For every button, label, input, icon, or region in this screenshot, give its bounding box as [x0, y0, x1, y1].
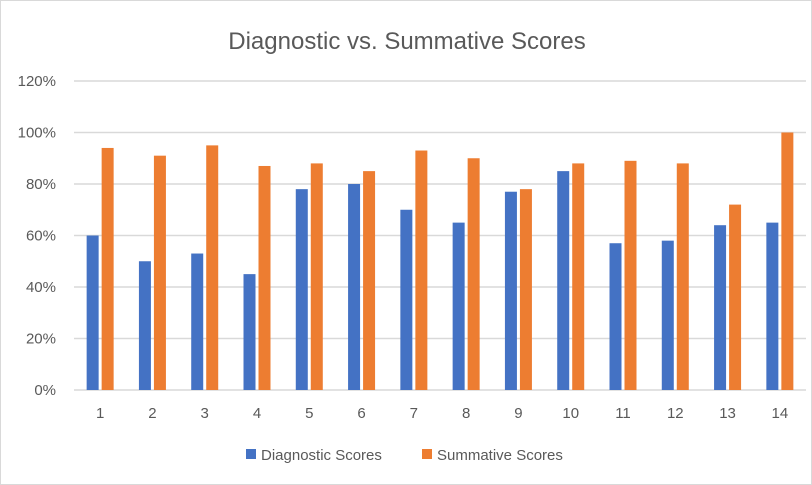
- bar-diagnostic: [504, 191, 517, 390]
- legend-label: Diagnostic Scores: [261, 447, 382, 464]
- x-tick-label: 5: [305, 405, 313, 422]
- bar-diagnostic: [452, 222, 465, 390]
- legend: Diagnostic Scores Summative Scores: [246, 447, 563, 464]
- bar-summative: [676, 163, 689, 390]
- bar-diagnostic: [86, 235, 99, 390]
- legend-label: Summative Scores: [437, 447, 563, 464]
- x-tick-label: 8: [462, 405, 470, 422]
- x-tick-label: 14: [772, 405, 789, 422]
- bar-summative: [519, 189, 532, 390]
- x-tick-label: 1: [96, 405, 104, 422]
- x-tick-label: 4: [253, 405, 261, 422]
- x-tick-label: 10: [562, 405, 579, 422]
- bar-diagnostic: [661, 240, 674, 390]
- y-tick-label: 60%: [26, 228, 56, 245]
- legend-swatch: [246, 449, 256, 459]
- y-tick-label: 40%: [26, 279, 56, 296]
- bar-summative: [206, 145, 219, 390]
- y-axis: 0% 20% 40% 60% 80% 100% 120%: [18, 73, 56, 399]
- bar-summative: [781, 132, 794, 390]
- bar-summative: [153, 155, 166, 390]
- bar-summative: [258, 165, 271, 390]
- x-tick-label: 3: [201, 405, 209, 422]
- x-tick-label: 13: [719, 405, 736, 422]
- bar-summative: [467, 158, 480, 390]
- bar-diagnostic: [191, 253, 204, 390]
- legend-swatch: [422, 449, 432, 459]
- bar-summative: [101, 147, 114, 390]
- bar-diagnostic: [243, 274, 256, 390]
- bar-diagnostic: [400, 209, 413, 390]
- y-tick-label: 20%: [26, 331, 56, 348]
- bars: [86, 132, 794, 390]
- bar-summative: [415, 150, 428, 390]
- bar-diagnostic: [609, 243, 622, 390]
- x-tick-label: 9: [514, 405, 522, 422]
- bar-diagnostic: [714, 225, 727, 390]
- x-tick-label: 11: [615, 405, 631, 422]
- x-tick-label: 12: [667, 405, 684, 422]
- y-tick-label: 0%: [34, 382, 56, 399]
- y-tick-label: 100%: [18, 125, 56, 142]
- x-tick-label: 2: [148, 405, 156, 422]
- x-tick-label: 7: [410, 405, 418, 422]
- bar-diagnostic: [138, 261, 151, 390]
- bar-diagnostic: [766, 222, 779, 390]
- bar-summative: [624, 160, 637, 390]
- chart-title: Diagnostic vs. Summative Scores: [228, 28, 585, 55]
- bar-summative: [363, 171, 376, 390]
- bar-summative: [729, 204, 742, 390]
- bar-diagnostic: [295, 189, 308, 390]
- gridlines: [74, 80, 806, 391]
- bar-diagnostic: [557, 171, 570, 390]
- x-tick-label: 6: [357, 405, 365, 422]
- bar-diagnostic: [348, 184, 361, 390]
- x-axis: 1 2 3 4 5 6 7 8 9 10 11 12 13 14: [96, 405, 788, 422]
- y-tick-label: 80%: [26, 176, 56, 193]
- y-tick-label: 120%: [18, 73, 56, 90]
- bar-summative: [572, 163, 585, 390]
- bar-summative: [310, 163, 323, 390]
